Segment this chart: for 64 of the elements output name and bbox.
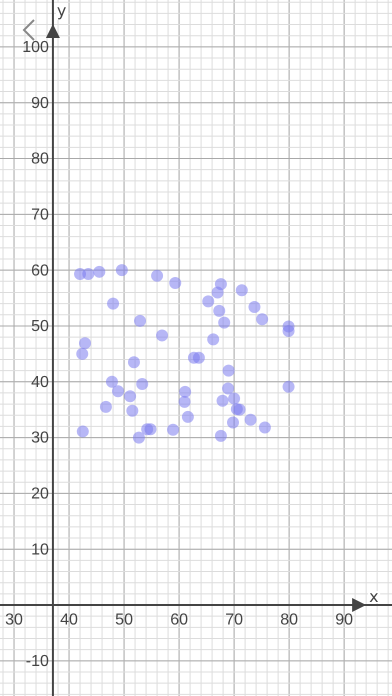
point: [227, 416, 239, 429]
x-tick-label: 70: [225, 611, 244, 628]
point: [222, 364, 235, 377]
y-tick-label: 70: [31, 206, 50, 224]
point: [156, 329, 168, 342]
point: [106, 376, 118, 388]
point: [79, 337, 91, 350]
point: [258, 422, 271, 434]
y-tick-label: 50: [31, 318, 50, 336]
point: [144, 423, 156, 436]
point: [228, 392, 240, 405]
point: [244, 414, 257, 426]
point: [234, 404, 246, 416]
point: [76, 348, 88, 360]
point: [222, 382, 234, 394]
x-tick-label: 90: [335, 611, 354, 628]
point: [167, 424, 180, 436]
point: [112, 385, 124, 398]
point: [218, 316, 230, 329]
point: [76, 425, 89, 438]
point: [192, 352, 205, 364]
point: [136, 378, 148, 390]
point: [214, 430, 227, 442]
point: [202, 295, 214, 308]
point: [116, 264, 128, 276]
point: [82, 268, 94, 280]
point: [93, 266, 106, 278]
point: [126, 404, 138, 417]
point: [100, 400, 112, 413]
point: [282, 324, 295, 337]
point: [256, 313, 268, 326]
point: [182, 410, 194, 423]
y-tick-label: 80: [31, 150, 50, 168]
x-tick-label: 60: [170, 611, 188, 628]
point: [128, 356, 140, 368]
point: [216, 394, 229, 407]
point: [178, 396, 191, 408]
point: [179, 386, 192, 398]
point: [213, 304, 226, 317]
y-axis-title: y: [56, 1, 66, 20]
x-tick-label: 30: [5, 611, 24, 628]
y-tick-label: 40: [31, 374, 50, 391]
y-tick-label: 20: [31, 486, 50, 503]
point: [248, 300, 260, 313]
y-tick-label: -10: [26, 652, 50, 670]
y-tick-label: 30: [31, 430, 50, 447]
point: [169, 276, 182, 289]
x-tick-label: 50: [115, 611, 134, 628]
y-tick-label: 100: [22, 39, 50, 56]
x-axis-title: x: [369, 587, 379, 606]
point: [151, 270, 164, 282]
y-tick-label: 90: [31, 94, 50, 112]
y-tick-label: 10: [31, 541, 50, 558]
point: [236, 284, 248, 296]
x-tick-label: 80: [280, 611, 298, 628]
point: [124, 390, 136, 402]
y-tick-label: 60: [31, 262, 50, 280]
point: [282, 380, 295, 393]
point: [132, 432, 145, 444]
x-tick-label: 40: [60, 611, 78, 628]
point: [212, 286, 224, 298]
point: [107, 298, 120, 310]
point: [134, 314, 146, 327]
point: [207, 333, 220, 346]
